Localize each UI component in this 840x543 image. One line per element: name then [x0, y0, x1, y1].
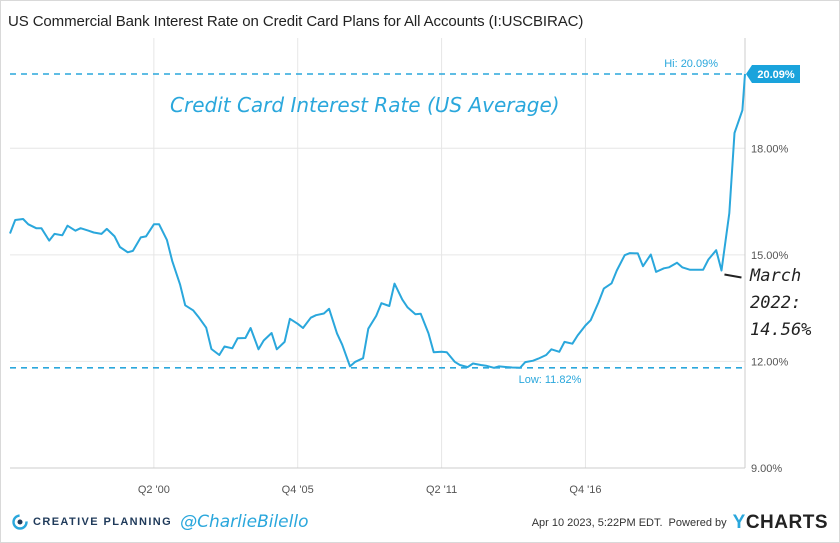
- annotation-text-line: 2022:: [750, 293, 801, 313]
- overlay-title: Credit Card Interest Rate (US Average): [170, 93, 560, 117]
- creative-planning-icon: [12, 514, 28, 530]
- low-reference-label: Low: 11.82%: [519, 374, 582, 386]
- timestamp: Apr 10 2023, 5:22PM EDT.: [531, 517, 663, 529]
- y-tick-label: 15.00%: [751, 250, 789, 262]
- annotation-text-line: March: [749, 266, 801, 286]
- author-handle: @CharlieBilello: [180, 512, 309, 532]
- brand-name: CREATIVE PLANNING: [33, 516, 173, 528]
- last-value-label: 20.09%: [757, 69, 795, 81]
- chart-title: US Commercial Bank Interest Rate on Cred…: [8, 13, 584, 30]
- x-tick-label: Q4 '16: [569, 484, 601, 496]
- last-value-badge: [746, 65, 800, 83]
- ycharts-logo-y: Y: [732, 512, 746, 533]
- powered-by-label: Powered by: [668, 517, 727, 529]
- y-tick-label: 18.00%: [751, 143, 789, 155]
- x-tick-label: Q4 '05: [282, 484, 314, 496]
- y-tick-label: 9.00%: [751, 463, 782, 475]
- x-tick-label: Q2 '00: [138, 484, 170, 496]
- x-tick-label: Q2 '11: [426, 484, 457, 496]
- creative-planning-logo: CREATIVE PLANNING: [12, 514, 172, 530]
- series-line: [9, 73, 746, 369]
- ycharts-logo-text: CHARTS: [745, 512, 828, 533]
- ycharts-logo[interactable]: YCHARTS: [733, 512, 828, 534]
- annotation-pointer: [724, 273, 742, 279]
- y-tick-label: 12.00%: [751, 356, 789, 368]
- high-reference-label: Hi: 20.09%: [664, 58, 718, 70]
- footer-source: Apr 10 2023, 5:22PM EDT. Powered by YCHA…: [532, 512, 828, 534]
- footer-branding: CREATIVE PLANNING @CharlieBilello: [12, 512, 308, 532]
- annotation-text-line: 14.56%: [750, 320, 811, 340]
